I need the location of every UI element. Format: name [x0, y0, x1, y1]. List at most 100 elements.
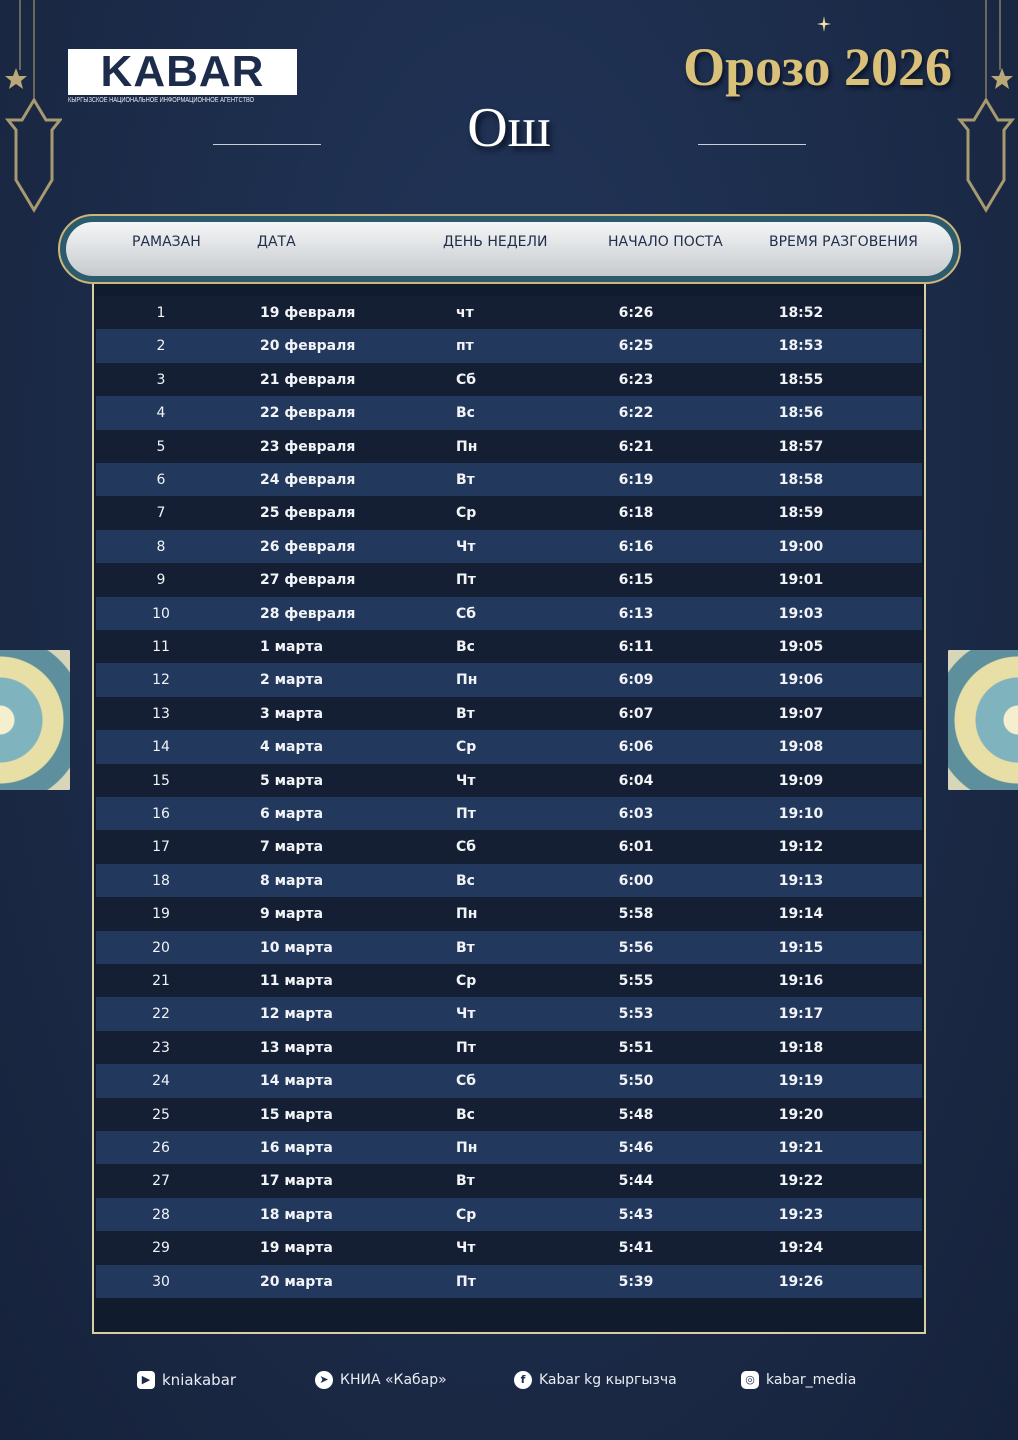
cell-iftar-time: 19:20: [778, 1106, 824, 1123]
cell-weekday: Вт: [456, 1173, 475, 1190]
cell-date: 28 февраля: [260, 605, 356, 622]
footer-instagram[interactable]: ◎ kabar_media: [741, 1371, 856, 1389]
cell-ramadan-day: 23: [152, 1039, 170, 1056]
cell-date: 5 марта: [260, 772, 324, 789]
cell-weekday: пт: [456, 338, 474, 355]
logo-subtitle: КЫРГЫЗСКОЕ НАЦИОНАЛЬНОЕ ИНФОРМАЦИОННОЕ А…: [68, 97, 255, 104]
cell-iftar-time: 19:16: [778, 973, 824, 989]
cell-date: 24 февраля: [260, 472, 356, 488]
divider-left: [213, 144, 321, 145]
cell-ramadan-day: 26: [152, 1140, 170, 1156]
footer-telegram[interactable]: ➤ КНИА «Кабар»: [315, 1371, 447, 1389]
cell-ramadan-day: 7: [156, 505, 166, 522]
table-row: 20 10 марта Вт 5:56 19:15: [96, 930, 922, 964]
table-row: 24 14 марта Сб 5:50 19:19: [96, 1064, 922, 1098]
cell-ramadan-day: 28: [152, 1206, 170, 1223]
cell-fast-start: 6:13: [618, 605, 654, 622]
column-header-weekday: ДЕНЬ НЕДЕЛИ: [443, 234, 548, 250]
footer-label: КНИА «Кабар»: [340, 1372, 447, 1388]
cell-ramadan-day: 13: [152, 705, 170, 722]
cell-date: 17 марта: [260, 1173, 333, 1190]
footer-youtube[interactable]: ▶ kniakabar: [137, 1371, 236, 1389]
table-row: 29 19 марта Чт 5:41 19:24: [96, 1231, 922, 1265]
cell-date: 26 февраля: [260, 538, 356, 555]
cell-date: 27 февраля: [260, 572, 356, 589]
cell-fast-start: 6:11: [618, 639, 654, 655]
cell-weekday: Вт: [456, 939, 475, 956]
cell-date: 7 марта: [260, 839, 324, 856]
column-header-ramadan: РАМАЗАН: [132, 234, 201, 250]
cell-date: 12 марта: [260, 1006, 333, 1023]
table-header: РАМАЗАН ДАТА ДЕНЬ НЕДЕЛИ НАЧАЛО ПОСТА ВР…: [58, 214, 961, 284]
table-row: 3 21 февраля Сб 6:23 18:55: [96, 362, 922, 397]
cell-weekday: Пт: [456, 1039, 476, 1056]
instagram-icon: ◎: [741, 1371, 759, 1389]
cell-fast-start: 6:25: [618, 338, 654, 355]
cell-ramadan-day: 17: [152, 839, 170, 856]
table-row: 19 9 марта Пн 5:58 19:14: [96, 897, 922, 931]
ornament-right-icon: [948, 650, 1018, 790]
cell-ramadan-day: 21: [152, 973, 170, 989]
cell-weekday: Сб: [456, 839, 477, 856]
cell-weekday: Вс: [456, 872, 475, 889]
cell-iftar-time: 19:10: [778, 806, 824, 822]
cell-ramadan-day: 4: [156, 405, 166, 422]
table-row: 10 28 февраля Сб 6:13 19:03: [96, 596, 922, 630]
cell-date: 19 февраля: [260, 305, 356, 321]
cell-weekday: Пн: [456, 438, 478, 455]
cell-date: 6 марта: [260, 806, 324, 822]
cell-date: 3 марта: [260, 705, 324, 722]
cell-iftar-time: 19:23: [778, 1206, 824, 1223]
table-row: 11 1 марта Вс 6:11 19:05: [96, 630, 922, 664]
table-row: 27 17 марта Вт 5:44 19:22: [96, 1164, 922, 1198]
table-row: 15 5 марта Чт 6:04 19:09: [96, 763, 922, 797]
table-row: 16 6 марта Пт 6:03 19:10: [96, 797, 922, 831]
cell-fast-start: 5:39: [618, 1273, 654, 1290]
cell-ramadan-day: 8: [156, 538, 166, 555]
cell-date: 18 марта: [260, 1206, 333, 1223]
table-row: 23 13 марта Пт 5:51 19:18: [96, 1030, 922, 1065]
sparkle-icon: [817, 16, 831, 32]
cell-iftar-time: 18:56: [778, 405, 824, 422]
cell-ramadan-day: 30: [152, 1273, 170, 1290]
cell-weekday: Чт: [456, 1006, 476, 1023]
cell-fast-start: 6:00: [618, 872, 654, 889]
facebook-icon: f: [514, 1371, 532, 1389]
cell-fast-start: 5:51: [618, 1039, 654, 1056]
cell-fast-start: 6:15: [618, 572, 654, 589]
cell-ramadan-day: 19: [152, 906, 170, 923]
footer-facebook[interactable]: f Kabar kg кыргызча: [514, 1371, 677, 1389]
footer-label: Kabar kg кыргызча: [539, 1372, 677, 1388]
cell-fast-start: 6:09: [618, 672, 654, 689]
column-header-fast-start: НАЧАЛО ПОСТА: [608, 234, 723, 250]
cell-date: 9 марта: [260, 906, 324, 923]
cell-iftar-time: 19:21: [778, 1140, 824, 1156]
telegram-icon: ➤: [315, 1371, 333, 1389]
cell-fast-start: 5:48: [618, 1106, 654, 1123]
cell-iftar-time: 19:05: [778, 639, 824, 655]
column-header-date: ДАТА: [257, 234, 296, 250]
cell-iftar-time: 19:01: [778, 572, 824, 589]
cell-weekday: Ср: [456, 973, 477, 989]
cell-ramadan-day: 10: [152, 605, 170, 622]
cell-weekday: Ср: [456, 739, 477, 756]
cell-fast-start: 6:26: [618, 305, 654, 321]
cell-ramadan-day: 18: [152, 872, 170, 889]
table-row: 9 27 февраля Пт 6:15 19:01: [96, 563, 922, 597]
cell-iftar-time: 18:57: [778, 438, 824, 455]
table-row: 30 20 марта Пт 5:39 19:26: [96, 1264, 922, 1298]
table-row: 6 24 февраля Вт 6:19 18:58: [96, 463, 922, 497]
cell-fast-start: 5:46: [618, 1140, 654, 1156]
cell-iftar-time: 18:53: [778, 338, 824, 355]
cell-date: 8 марта: [260, 872, 324, 889]
cell-iftar-time: 19:09: [778, 772, 824, 789]
cell-iftar-time: 18:52: [778, 305, 824, 321]
cell-ramadan-day: 6: [156, 472, 166, 488]
cell-ramadan-day: 20: [152, 939, 170, 956]
cell-iftar-time: 19:19: [778, 1073, 824, 1090]
table-row: 2 20 февраля пт 6:25 18:53: [96, 329, 922, 363]
cell-iftar-time: 19:06: [778, 672, 824, 689]
cell-date: 21 февраля: [260, 371, 356, 388]
ornament-left-icon: [0, 650, 70, 790]
cell-date: 2 марта: [260, 672, 324, 689]
